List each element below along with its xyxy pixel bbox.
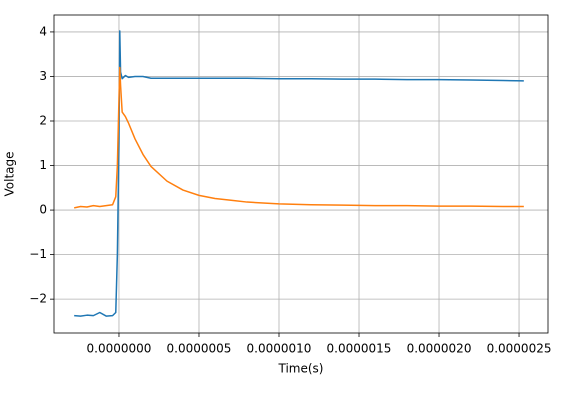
x-tick-label: 0.0000005 <box>167 342 232 356</box>
y-tick-label: 2 <box>39 114 47 128</box>
plot-frame <box>53 14 549 334</box>
y-tick-label: 1 <box>39 158 47 172</box>
y-tick-label: −1 <box>29 247 47 261</box>
x-tick-label: 0.0000015 <box>327 342 392 356</box>
x-tick-label: 0.0000000 <box>87 342 152 356</box>
y-tick-label: −2 <box>29 292 47 306</box>
y-axis-label: Voltage <box>3 151 17 196</box>
x-axis-label: Time(s) <box>278 362 324 376</box>
data-line <box>74 30 524 317</box>
x-tick-label: 0.0000010 <box>247 342 312 356</box>
x-tick-label: 0.0000020 <box>407 342 472 356</box>
y-tick-label: 0 <box>39 203 47 217</box>
y-tick-label: 3 <box>39 69 47 83</box>
data-line <box>74 66 524 209</box>
x-tick-label: 0.0000025 <box>487 342 552 356</box>
y-tick-label: 4 <box>39 24 47 38</box>
